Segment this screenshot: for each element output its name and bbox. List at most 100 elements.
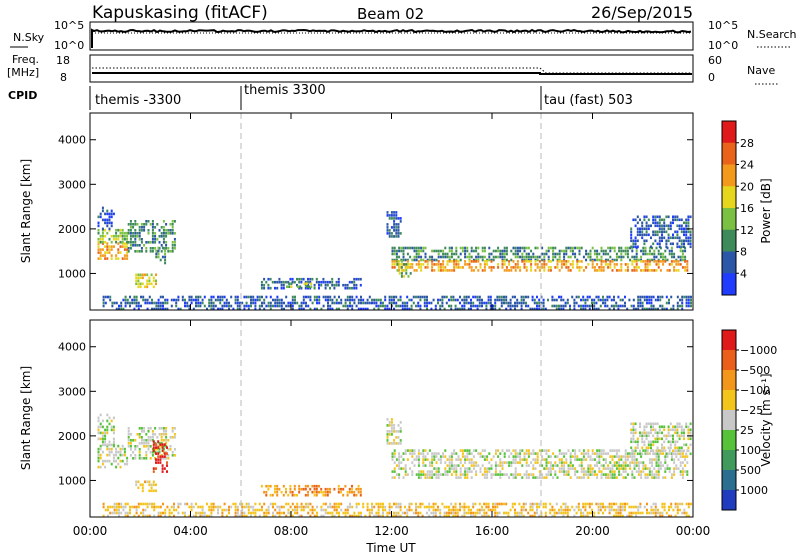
velocity-cell — [600, 449, 603, 452]
power-cell — [337, 280, 340, 284]
velocity-cell — [129, 439, 132, 442]
velocity-cell — [327, 511, 329, 515]
power-cell — [307, 277, 309, 281]
velocity-cell — [532, 476, 535, 479]
velocity-cell — [646, 511, 648, 515]
velocity-cell — [452, 505, 455, 509]
velocity-cell — [344, 511, 347, 515]
velocity-cell — [574, 470, 577, 473]
power-cell — [442, 269, 445, 272]
power-cell — [254, 298, 257, 302]
power-cell — [157, 252, 160, 256]
power-cell — [190, 295, 193, 299]
power-cell — [686, 260, 689, 263]
velocity-cell — [477, 464, 480, 467]
power-cell — [658, 242, 661, 246]
velocity-cell — [143, 439, 146, 442]
power-cell — [622, 255, 625, 259]
power-cell — [665, 215, 668, 219]
power-cell — [171, 247, 174, 250]
velocity-cell — [186, 502, 189, 506]
power-cell — [505, 246, 508, 250]
velocity-cell — [596, 455, 599, 458]
power-cell — [673, 266, 676, 269]
velocity-cell — [322, 490, 325, 494]
frequency-trace — [92, 72, 692, 75]
velocity-cell — [393, 514, 395, 518]
velocity-cell — [426, 452, 429, 455]
velocity-cell — [146, 502, 149, 506]
power-cell — [445, 295, 448, 299]
power-cell — [338, 307, 340, 311]
power-cell — [192, 307, 195, 311]
velocity-cell — [676, 422, 679, 426]
power-cell — [162, 301, 164, 305]
velocity-cell — [201, 505, 204, 509]
power-cell — [683, 245, 685, 249]
power-cell — [620, 249, 623, 253]
velocity-cell — [137, 514, 140, 518]
velocity-cell — [165, 454, 168, 457]
velocity-cell — [624, 502, 626, 506]
velocity-cell — [487, 514, 490, 518]
power-cell — [424, 260, 427, 263]
power-cell — [521, 260, 524, 263]
power-cell — [157, 255, 160, 259]
power-cell — [593, 269, 596, 272]
power-cell — [503, 255, 506, 259]
velocity-cell — [145, 454, 148, 457]
velocity-cell — [453, 452, 456, 455]
power-cell — [532, 252, 535, 256]
power-cell — [407, 263, 410, 266]
velocity-cell — [652, 443, 655, 447]
velocity-cell — [674, 505, 677, 509]
power-cell — [124, 295, 127, 299]
velocity-cell — [338, 505, 340, 509]
power-cell — [404, 301, 406, 305]
power-cell — [673, 269, 676, 272]
velocity-cell — [604, 452, 607, 455]
velocity-cell — [147, 427, 150, 430]
velocity-cell — [455, 470, 458, 473]
power-cell — [280, 298, 283, 302]
velocity-cell — [300, 487, 303, 491]
power-cell — [637, 307, 640, 311]
power-cell — [576, 260, 579, 263]
power-cell — [101, 209, 104, 213]
velocity-cell — [600, 470, 603, 473]
power-cell — [497, 246, 500, 250]
power-cell — [681, 252, 684, 256]
velocity-cell — [410, 502, 413, 506]
power-cell — [632, 218, 635, 222]
power-cell — [643, 233, 646, 237]
velocity-cell — [147, 442, 150, 445]
power-cell — [300, 301, 303, 305]
velocity-cell — [282, 493, 285, 497]
power-cell — [654, 233, 657, 237]
power-cell — [298, 304, 301, 308]
power-cell — [117, 248, 120, 251]
power-cell — [519, 249, 522, 253]
power-region-13 — [102, 295, 692, 311]
power-cell — [635, 258, 638, 262]
velocity-cell — [221, 511, 224, 515]
power-cell — [280, 307, 283, 311]
velocity-cell — [124, 502, 127, 506]
velocity-cell — [165, 436, 168, 439]
velocity-cell — [112, 456, 115, 460]
power-cell — [274, 301, 277, 305]
velocity-cell — [538, 514, 541, 518]
velocity-cell — [252, 508, 255, 512]
power-cell — [104, 218, 107, 222]
nave-label: Nave — [747, 64, 775, 77]
power-cell — [115, 307, 118, 311]
velocity-cell — [527, 449, 530, 452]
velocity-cell — [269, 493, 272, 497]
velocity-cell — [155, 446, 157, 449]
velocity-cell — [267, 484, 270, 488]
velocity-cell — [409, 449, 412, 452]
velocity-cell — [632, 434, 635, 438]
velocity-cell — [450, 502, 453, 506]
velocity-cell — [631, 473, 634, 476]
power-cell — [151, 307, 153, 311]
